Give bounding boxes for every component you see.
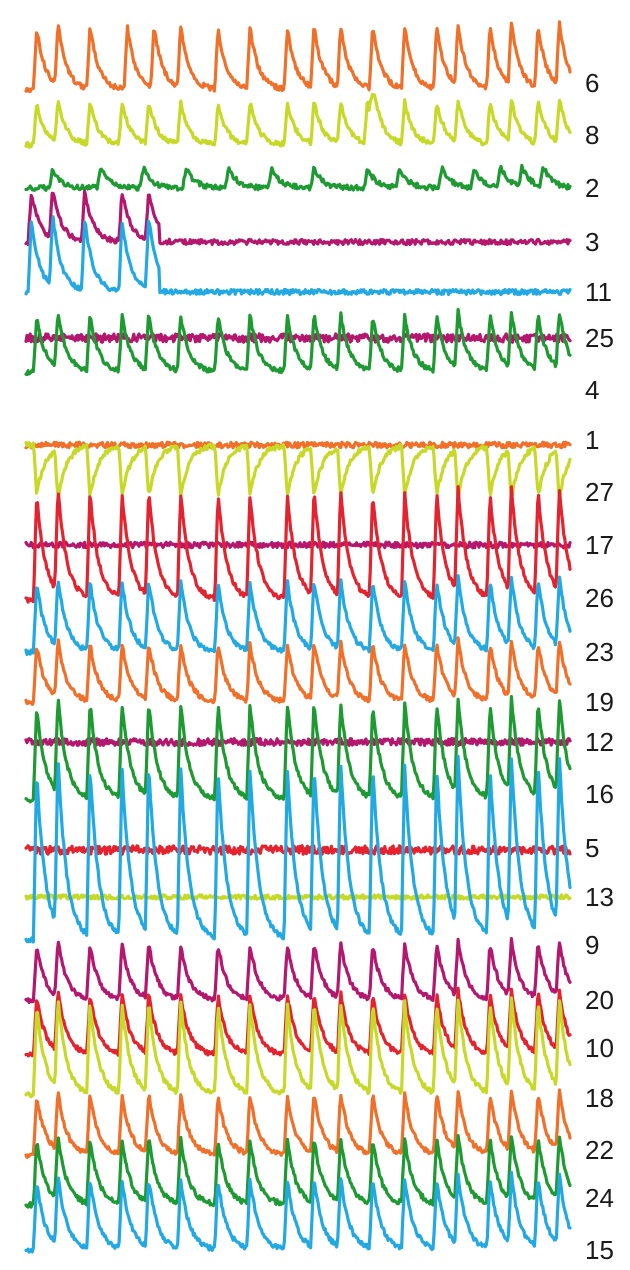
trace-line-23 — [24, 573, 572, 657]
trace-label-20: 20 — [585, 985, 614, 1015]
trace-label-24: 24 — [585, 1183, 614, 1213]
trace-line-6 — [24, 20, 572, 94]
trace-line-12 — [24, 736, 572, 748]
trace-line-3 — [24, 189, 572, 247]
trace-label-6: 6 — [585, 68, 599, 98]
trace-label-19: 19 — [585, 687, 614, 717]
trace-label-13: 13 — [585, 882, 614, 912]
trace-line-11 — [24, 215, 572, 297]
trace-line-24 — [24, 1133, 572, 1209]
trace-line-15 — [24, 1170, 572, 1254]
trace-line-27 — [24, 441, 572, 502]
trace-label-1: 1 — [585, 425, 599, 455]
trace-line-16 — [24, 694, 572, 804]
trace-label-8: 8 — [585, 120, 599, 150]
trace-label-12: 12 — [585, 727, 614, 757]
trace-label-15: 15 — [585, 1235, 614, 1265]
trace-group — [24, 20, 572, 1254]
trace-line-9 — [24, 754, 572, 944]
trace-label-26: 26 — [585, 583, 614, 613]
trace-line-20 — [24, 936, 572, 1005]
trace-label-16: 16 — [585, 779, 614, 809]
trace-label-9: 9 — [585, 930, 599, 960]
trace-label-5: 5 — [585, 833, 599, 863]
trace-line-2 — [24, 163, 572, 192]
trace-label-18: 18 — [585, 1083, 614, 1113]
trace-line-8 — [24, 92, 572, 149]
trace-label-3: 3 — [585, 227, 599, 257]
trace-label-27: 27 — [585, 477, 614, 507]
trace-line-26 — [24, 485, 572, 604]
trace-line-1 — [24, 440, 572, 450]
trace-line-4 — [24, 307, 572, 377]
trace-label-4: 4 — [585, 375, 599, 405]
trace-line-22 — [24, 1088, 572, 1160]
trace-line-5 — [24, 844, 572, 856]
trace-line-10 — [24, 986, 572, 1058]
trace-label-25: 25 — [585, 323, 614, 353]
trace-label-17: 17 — [585, 530, 614, 560]
trace-label-11: 11 — [585, 277, 612, 307]
trace-line-19 — [24, 636, 572, 707]
trace-line-18 — [24, 996, 572, 1099]
trace-label-22: 22 — [585, 1135, 614, 1165]
trace-label-23: 23 — [585, 637, 614, 667]
trace-line-25 — [24, 332, 572, 344]
trace-label-10: 10 — [585, 1033, 614, 1063]
trace-line-17 — [24, 540, 572, 550]
trace-label-2: 2 — [585, 173, 599, 203]
